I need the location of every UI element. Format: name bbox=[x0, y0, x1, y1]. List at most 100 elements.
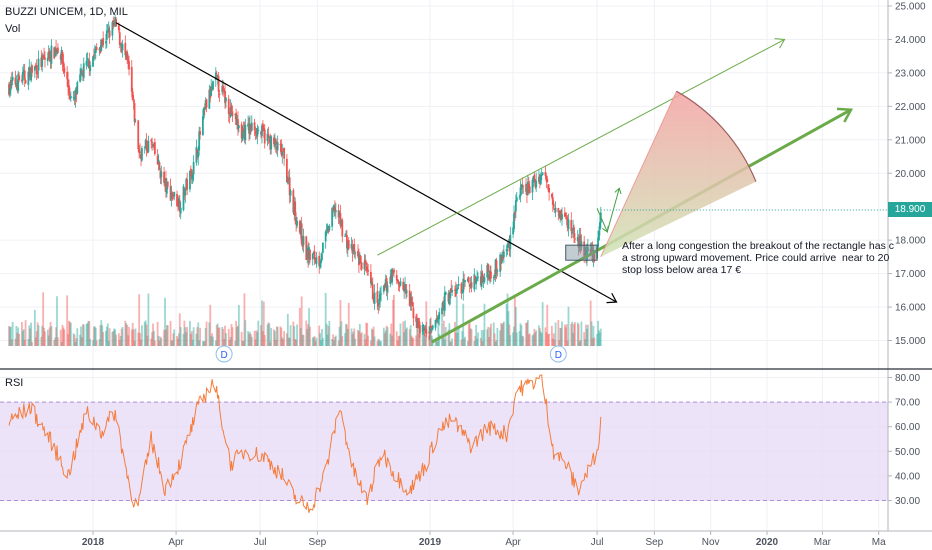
candle-body bbox=[11, 76, 14, 81]
candle-body bbox=[347, 240, 350, 249]
volume-bar bbox=[415, 335, 418, 346]
candle-body bbox=[358, 255, 361, 264]
drawings[interactable] bbox=[115, 22, 888, 344]
volume-bar bbox=[131, 323, 134, 346]
candle-body bbox=[563, 213, 566, 217]
volume-bar bbox=[451, 338, 454, 346]
y-tick-label: 23.000 bbox=[895, 68, 926, 79]
candle-body bbox=[192, 162, 195, 175]
volume-bar bbox=[82, 324, 85, 346]
volume-bar bbox=[560, 327, 563, 346]
candle-body bbox=[244, 124, 247, 141]
candle-body bbox=[36, 72, 39, 74]
annotation-note[interactable]: After a long congestion the breakout of … bbox=[622, 240, 895, 276]
candle-body bbox=[279, 143, 282, 146]
volume-bar bbox=[416, 321, 418, 346]
symbol-title[interactable]: BUZZI UNICEM, 1D, MIL bbox=[5, 6, 128, 18]
candle-body bbox=[210, 86, 213, 96]
candle-body bbox=[382, 285, 385, 292]
volume-bar bbox=[169, 321, 172, 346]
volume-bar bbox=[535, 330, 538, 346]
candle-body bbox=[393, 269, 395, 273]
candle-body bbox=[166, 181, 169, 187]
candle-body bbox=[176, 193, 178, 207]
volume-bar bbox=[522, 336, 525, 346]
volume-bar bbox=[263, 334, 266, 346]
candle-body bbox=[10, 80, 13, 82]
candle-body bbox=[398, 285, 401, 288]
candle-body bbox=[35, 65, 38, 75]
y-tick-label: 25.000 bbox=[895, 2, 926, 13]
volume-bar bbox=[163, 329, 165, 346]
candle-body bbox=[302, 236, 305, 246]
volume-bar bbox=[159, 336, 162, 346]
candle-body bbox=[307, 249, 310, 260]
candle-body bbox=[285, 158, 288, 183]
volume-bar bbox=[201, 341, 204, 346]
volume-bar bbox=[14, 338, 17, 346]
volume-bar bbox=[479, 337, 482, 346]
volume-bar bbox=[318, 325, 321, 346]
volume-bar bbox=[43, 327, 45, 346]
candle-body bbox=[399, 281, 402, 286]
volume-bar bbox=[147, 293, 150, 346]
volume-bar bbox=[121, 326, 124, 346]
candle-body bbox=[143, 146, 146, 148]
last-price-badge: 18.900 bbox=[888, 202, 932, 217]
candle-body bbox=[373, 292, 376, 304]
volume-bar bbox=[196, 327, 199, 346]
candle-body bbox=[48, 50, 51, 61]
volume-bar bbox=[126, 324, 129, 346]
fan-arc bbox=[676, 90, 757, 182]
candle-body bbox=[352, 245, 355, 253]
volume-bar bbox=[544, 327, 547, 346]
candle-body bbox=[62, 61, 65, 68]
candle-body bbox=[276, 142, 279, 151]
volume-bar bbox=[30, 322, 33, 346]
candle-body bbox=[441, 308, 443, 315]
candle-body bbox=[341, 219, 344, 237]
candle-body bbox=[63, 67, 66, 73]
volume-bar bbox=[76, 328, 79, 346]
volume-bar bbox=[31, 341, 33, 346]
volume-bar bbox=[72, 333, 75, 346]
candle-body bbox=[370, 282, 373, 286]
candle-body bbox=[520, 185, 523, 190]
volume-bar bbox=[434, 338, 437, 346]
volume-bar bbox=[358, 323, 361, 346]
candle-body bbox=[353, 243, 356, 253]
volume-bar bbox=[521, 335, 524, 346]
volume-bar bbox=[107, 341, 110, 346]
candle-body bbox=[576, 237, 579, 242]
volume-bar bbox=[49, 321, 52, 346]
candle-body bbox=[117, 25, 120, 31]
volume-bar bbox=[250, 336, 253, 346]
candle-body bbox=[254, 130, 257, 134]
candle-body bbox=[249, 123, 251, 134]
candle-body bbox=[461, 291, 464, 293]
volume-bar bbox=[81, 324, 84, 346]
volume-bar bbox=[553, 339, 556, 346]
volume-bar bbox=[295, 339, 298, 346]
volume-bar bbox=[519, 323, 522, 346]
candle-body bbox=[75, 92, 78, 95]
candle-body bbox=[460, 283, 463, 294]
candle-body bbox=[204, 100, 207, 109]
volume-bar bbox=[191, 339, 194, 346]
volume-bar bbox=[228, 339, 231, 346]
volume-bar bbox=[53, 340, 56, 346]
candle-body bbox=[339, 213, 342, 227]
candle-body bbox=[182, 186, 185, 211]
candle-body bbox=[505, 248, 508, 252]
volume-bar bbox=[456, 332, 459, 346]
candle-body bbox=[21, 71, 24, 81]
rsi-band bbox=[0, 401, 888, 501]
candle-body bbox=[550, 194, 553, 198]
candle-body bbox=[480, 272, 483, 287]
candle-body bbox=[217, 75, 220, 92]
volume-bar bbox=[242, 340, 245, 346]
volume-bar bbox=[558, 340, 561, 346]
candle-body bbox=[454, 288, 457, 296]
volume-bar bbox=[146, 335, 149, 346]
